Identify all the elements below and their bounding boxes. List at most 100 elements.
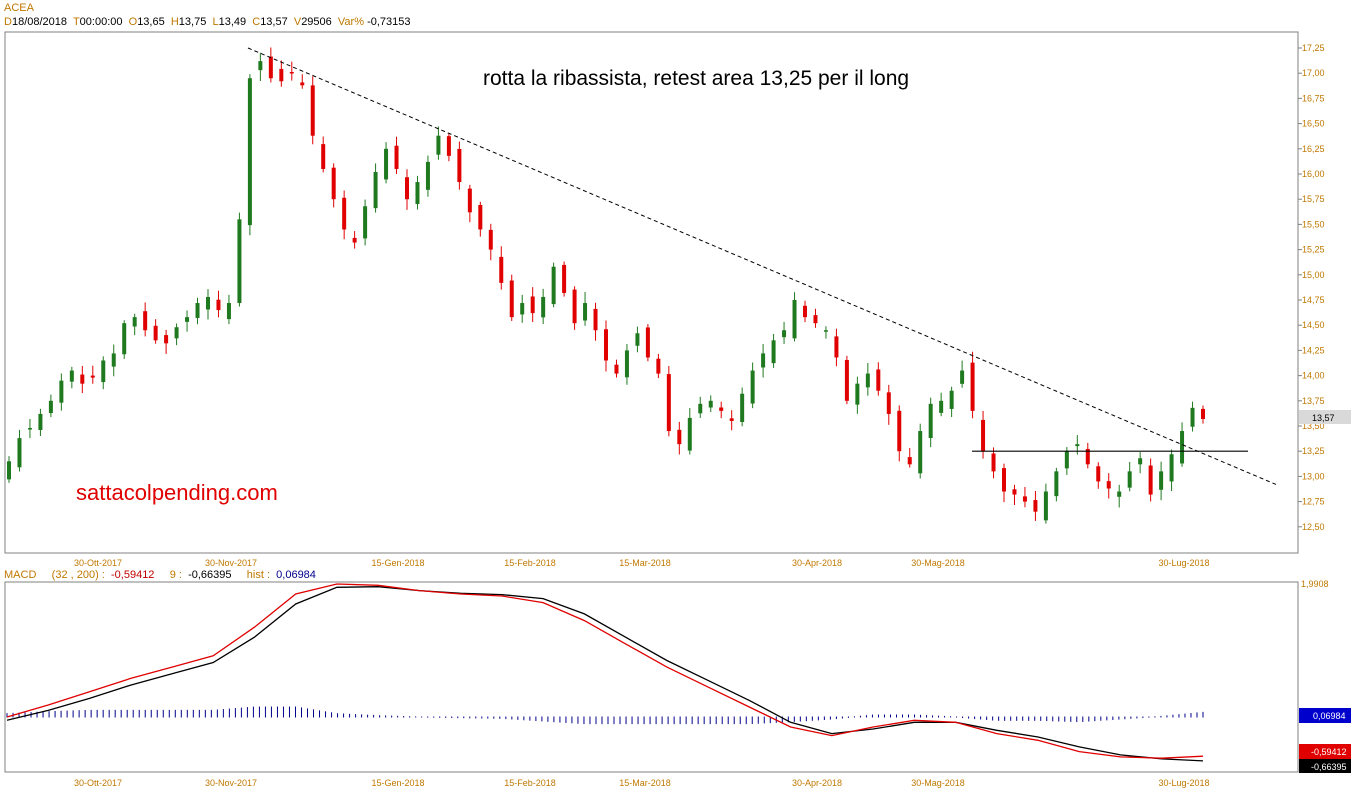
candle-body: [1106, 481, 1111, 489]
price-y-tick-label: 14,00: [1302, 371, 1325, 381]
candle-body: [499, 256, 504, 283]
candle-body: [1033, 500, 1038, 512]
candle-body: [666, 374, 671, 432]
macd-params: (32 , 200) :: [51, 569, 105, 581]
x-tick-label: 15-Gen-2018: [371, 558, 424, 568]
macd-value-label: -0,59412: [1311, 747, 1347, 757]
candle-body: [551, 266, 556, 305]
symbol-name: ACEA: [4, 2, 34, 14]
time-value: 00:00:00: [79, 16, 123, 28]
macd-name: MACD: [4, 569, 37, 581]
x-tick-label: 30-Ott-2017: [74, 558, 122, 568]
price-y-tick-label: 13,00: [1302, 471, 1325, 481]
x-tick-label: 30-Mag-2018: [911, 778, 965, 788]
x-tick-label: 30-Lug-2018: [1158, 778, 1209, 788]
candle-body: [949, 390, 954, 409]
price-y-tick-label: 14,75: [1302, 295, 1325, 305]
hist-value-box: [1299, 708, 1351, 723]
x-tick-label: 15-Mar-2018: [619, 558, 671, 568]
price-y-tick-label: 12,75: [1302, 497, 1325, 507]
candle-body: [834, 336, 839, 358]
candle-body: [520, 303, 525, 315]
price-y-tick-label: 16,25: [1302, 144, 1325, 154]
candle-body: [687, 417, 692, 451]
signal-header-value: -0,66395: [188, 569, 232, 581]
candle-body: [886, 392, 891, 414]
last-price-label: 13,57: [1312, 413, 1335, 423]
candle-body: [970, 362, 975, 411]
price-y-tick-label: 13,50: [1302, 421, 1325, 431]
date-key: D: [4, 16, 12, 28]
x-tick-label: 30-Ott-2017: [74, 778, 122, 788]
candle-body: [216, 299, 221, 311]
candle-body: [624, 350, 629, 378]
candle-body: [132, 317, 137, 327]
price-y-tick-label: 16,00: [1302, 169, 1325, 179]
candle-body: [247, 78, 252, 226]
price-y-tick-label: 14,50: [1302, 320, 1325, 330]
candle-body: [310, 85, 315, 136]
candle-body: [1117, 491, 1122, 497]
volume-key: V: [293, 16, 302, 28]
macd-lines: [6, 583, 1204, 762]
candle-body: [164, 335, 169, 344]
candle-body: [855, 383, 860, 405]
watermark-text: sattacolpending.com: [76, 480, 278, 505]
x-tick-label: 15-Feb-2018: [504, 558, 556, 568]
price-plot-frame: [4, 31, 1299, 554]
high-key: H: [170, 16, 179, 28]
candle-body: [656, 358, 661, 374]
hist-header-value: 0,06984: [276, 569, 316, 581]
candle-body: [1138, 458, 1143, 465]
hist-key: hist :: [246, 569, 271, 581]
candle-body: [90, 375, 95, 378]
x-tick-label: 30-Nov-2017: [205, 778, 257, 788]
candle-body: [415, 182, 420, 205]
var-value: -0,73153: [367, 16, 411, 28]
candle-body: [352, 237, 357, 243]
candle-body: [394, 145, 399, 169]
candle-body: [185, 317, 190, 322]
candle-body: [750, 370, 755, 404]
price-y-tick-label: 15,00: [1302, 270, 1325, 280]
candle-body: [279, 68, 284, 82]
candle-body: [562, 264, 567, 293]
price-y-tick-label: 14,25: [1302, 345, 1325, 355]
candle-body: [1148, 465, 1153, 495]
candle-body: [981, 419, 986, 452]
x-tick-label: 15-Mar-2018: [619, 778, 671, 788]
open-key: O: [128, 16, 138, 28]
candle-body: [467, 188, 472, 213]
price-y-tick-label: 12,50: [1302, 522, 1325, 532]
candle-body: [436, 135, 441, 155]
candle-body: [876, 369, 881, 391]
price-y-tick-label: 15,75: [1302, 194, 1325, 204]
macd-pane: 30-Ott-2017 30-Nov-2017 15-Gen-2018 15-Feb-…: [4, 579, 1351, 788]
candle-body: [363, 206, 368, 239]
candle-body: [1054, 471, 1059, 497]
candle-body: [226, 303, 231, 320]
candle-body: [1169, 454, 1174, 482]
candle-body: [174, 327, 179, 339]
candle-body: [761, 353, 766, 368]
candle-body: [928, 403, 933, 439]
candle-body: [69, 370, 74, 382]
candle-body: [918, 431, 923, 474]
candle-body: [1022, 496, 1027, 502]
candle-body: [27, 428, 32, 430]
macd-top-tick: 1,9908: [1301, 579, 1329, 589]
candle-body: [708, 400, 713, 408]
signal-key: 9 :: [169, 569, 182, 581]
candle-body: [645, 327, 650, 358]
candle-body: [844, 360, 849, 401]
symbol-title: ACEA: [4, 2, 34, 14]
var-key: Var%: [337, 16, 364, 28]
candle-body: [101, 360, 106, 383]
price-y-tick-label: 16,50: [1302, 119, 1325, 129]
candles: [7, 47, 1205, 524]
candle-body: [729, 418, 734, 421]
candle-body: [1190, 407, 1195, 427]
candle-body: [143, 311, 148, 331]
macd-x-axis: 30-Ott-2017 30-Nov-2017 15-Gen-2018 15-Feb-…: [74, 778, 1210, 788]
candle-body: [321, 144, 326, 169]
